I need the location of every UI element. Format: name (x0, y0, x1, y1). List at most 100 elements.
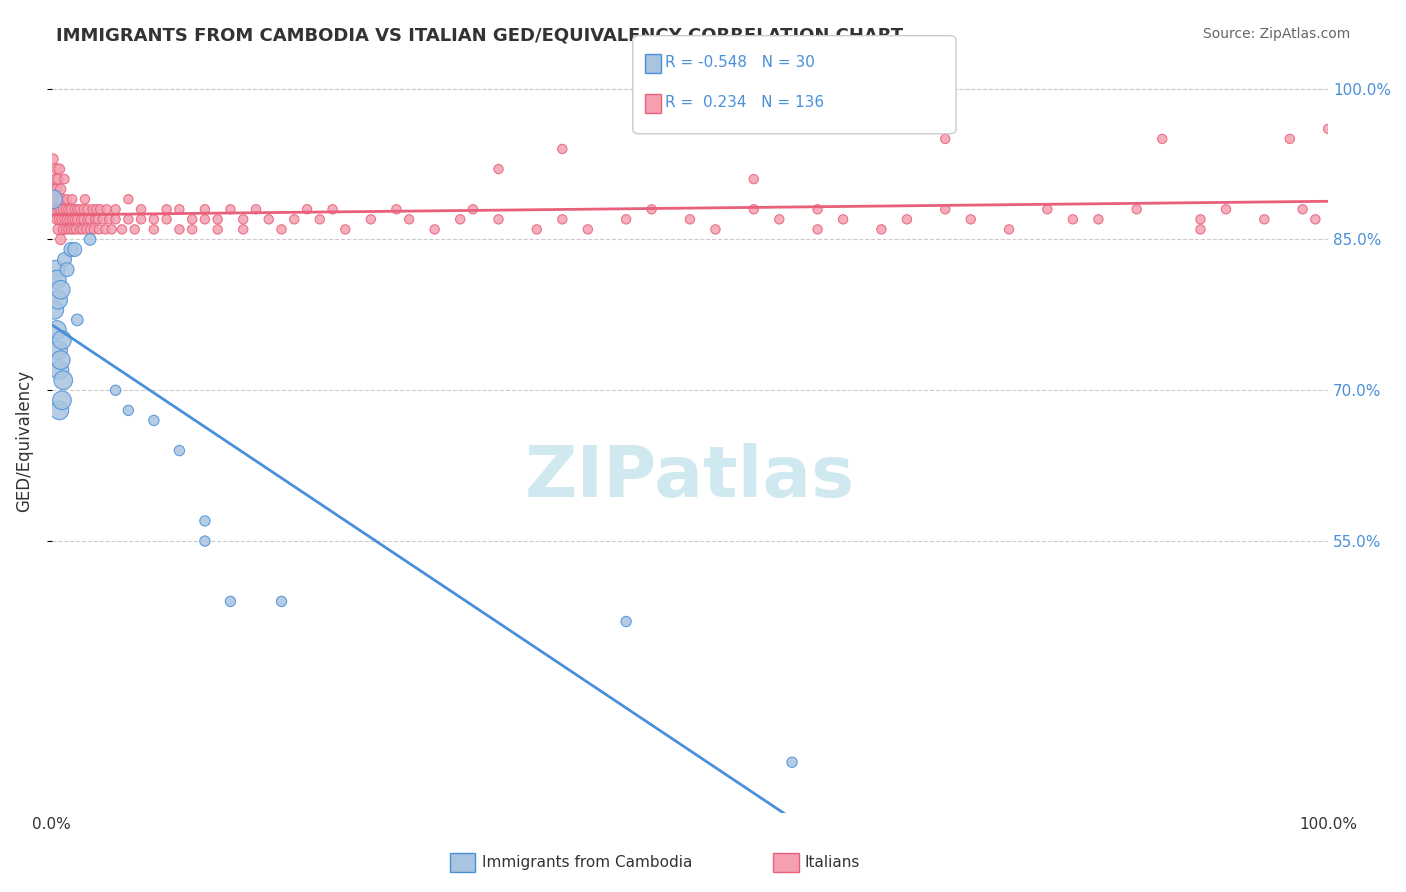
Point (46, 293, 69, 307)
Point (45, 262, 67, 277)
Point (52, 222, 75, 236)
Point (79, 232, 101, 246)
Point (488, 162, 510, 177)
Point (91, 212, 114, 227)
Point (117, 403, 139, 417)
Point (194, 514, 217, 528)
Point (45, 192, 67, 206)
Point (245, 202, 267, 217)
Point (44, 182, 66, 196)
Point (94, 222, 117, 236)
Point (1036, 202, 1059, 217)
Point (194, 534, 217, 549)
Point (270, 594, 292, 608)
Point (1062, 212, 1084, 227)
Point (46, 222, 69, 236)
Point (56, 212, 79, 227)
Point (1125, 202, 1147, 217)
Point (53, 252, 76, 267)
Point (96, 202, 118, 217)
Point (806, 222, 828, 236)
Point (488, 212, 510, 227)
Point (640, 202, 662, 217)
Point (48, 403, 70, 417)
Y-axis label: GED/Equivalency: GED/Equivalency (15, 369, 32, 512)
Point (45, 273, 67, 287)
Text: IMMIGRANTS FROM CAMBODIA VS ITALIAN GED/EQUIVALENCY CORRELATION CHART: IMMIGRANTS FROM CAMBODIA VS ITALIAN GED/… (56, 27, 904, 45)
Point (614, 615, 637, 629)
Point (51, 192, 73, 206)
Point (59, 212, 82, 227)
Point (42, 152, 65, 166)
Text: R = -0.548   N = 30: R = -0.548 N = 30 (665, 55, 815, 70)
Point (181, 222, 204, 236)
Point (461, 202, 484, 217)
Point (66, 202, 89, 217)
Point (449, 212, 471, 227)
Point (82, 202, 104, 217)
Point (70, 212, 93, 227)
Point (75, 222, 97, 236)
Point (46, 172, 69, 186)
Text: Immigrants from Cambodia: Immigrants from Cambodia (482, 855, 693, 870)
Point (52, 373, 75, 387)
Point (45, 172, 67, 186)
Point (169, 443, 191, 458)
Point (60, 212, 83, 227)
Point (934, 132, 956, 146)
Point (742, 172, 765, 186)
Point (896, 212, 918, 227)
Point (959, 212, 981, 227)
Point (44, 202, 66, 217)
Point (45, 182, 67, 196)
Point (55, 222, 77, 236)
Point (53, 212, 76, 227)
Point (83, 222, 105, 236)
Point (63, 202, 86, 217)
Point (156, 202, 179, 217)
Point (232, 222, 254, 236)
Point (768, 212, 790, 227)
Text: ZIPatlas: ZIPatlas (524, 443, 855, 512)
Point (257, 212, 280, 227)
Point (76, 212, 98, 227)
Point (780, 756, 803, 770)
Point (86, 212, 108, 227)
Point (52, 202, 75, 217)
Point (69, 222, 91, 236)
Point (49, 353, 72, 368)
Point (385, 202, 408, 217)
Point (207, 222, 229, 236)
Point (66, 313, 89, 327)
Point (704, 222, 727, 236)
Point (142, 222, 165, 236)
Point (870, 222, 893, 236)
Point (614, 212, 637, 227)
Point (56, 262, 79, 277)
Point (142, 212, 165, 227)
Point (79, 212, 101, 227)
Point (219, 202, 242, 217)
Point (576, 222, 599, 236)
Point (59, 243, 82, 257)
Point (51, 393, 73, 408)
Point (117, 192, 139, 206)
Point (76, 202, 98, 217)
Point (72, 222, 94, 236)
Point (46, 343, 69, 357)
Point (117, 212, 139, 227)
Point (360, 212, 382, 227)
Point (129, 212, 152, 227)
Point (194, 202, 217, 217)
Point (1189, 212, 1212, 227)
Point (48, 162, 70, 177)
Point (86, 202, 108, 217)
Point (59, 222, 82, 236)
Point (49, 182, 72, 196)
Point (832, 212, 855, 227)
Point (335, 222, 357, 236)
Point (1278, 132, 1301, 146)
Point (295, 202, 318, 217)
Point (194, 212, 217, 227)
Point (58, 202, 80, 217)
